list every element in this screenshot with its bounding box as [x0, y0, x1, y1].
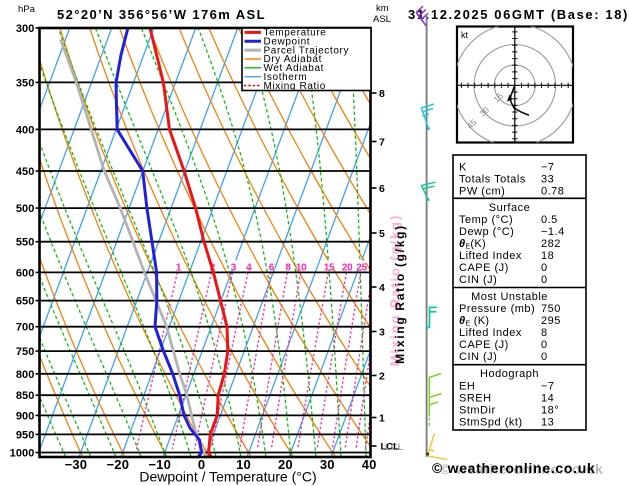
svg-text:CAPE (J): CAPE (J): [459, 262, 509, 274]
svg-text:K: K: [459, 162, 467, 174]
svg-text:PW (cm): PW (cm): [459, 186, 505, 198]
svg-text:13: 13: [541, 417, 554, 429]
svg-text:© weatheronline.co.uk: © weatheronline.co.uk: [432, 460, 596, 476]
svg-text:8: 8: [541, 327, 548, 339]
svg-text:Totals Totals: Totals Totals: [459, 174, 526, 186]
svg-text:hPa: hPa: [18, 4, 36, 15]
svg-text:950: 950: [16, 429, 35, 441]
svg-text:900: 900: [16, 410, 35, 422]
svg-text:−20: −20: [106, 457, 129, 472]
svg-text:4: 4: [246, 263, 252, 274]
svg-text:0: 0: [541, 339, 548, 351]
svg-text:800: 800: [16, 369, 35, 381]
svg-text:0: 0: [198, 457, 205, 472]
svg-text:20: 20: [342, 263, 353, 274]
svg-text:450: 450: [16, 166, 35, 178]
svg-text:Isotherm: Isotherm: [264, 72, 308, 83]
svg-text:10: 10: [296, 263, 307, 274]
svg-text:Surface: Surface: [489, 202, 530, 214]
svg-text:10: 10: [236, 457, 251, 472]
svg-text:© weatheronline.co.uk: © weatheronline.co.uk: [440, 461, 604, 477]
svg-text:3: 3: [379, 326, 385, 338]
svg-text:31.12.2025 06GMT (Base: 18): 31.12.2025 06GMT (Base: 18): [408, 7, 629, 22]
svg-text:500: 500: [16, 203, 35, 215]
svg-text:4: 4: [379, 282, 385, 294]
svg-text:−30: −30: [65, 457, 88, 472]
svg-text:CIN (J): CIN (J): [459, 274, 497, 286]
svg-text:Wet Adiabat: Wet Adiabat: [264, 63, 325, 74]
svg-text:700: 700: [16, 322, 35, 334]
svg-text:600: 600: [16, 267, 35, 279]
svg-text:ASL: ASL: [373, 14, 391, 25]
svg-text:550: 550: [16, 237, 35, 249]
svg-text:km: km: [376, 3, 389, 14]
svg-text:1: 1: [379, 412, 385, 424]
svg-text:Dewpoint / Temperature (°C): Dewpoint / Temperature (°C): [139, 469, 316, 485]
svg-text:1000: 1000: [10, 448, 35, 460]
svg-text:θE (K): θE (K): [459, 315, 489, 328]
svg-text:Mixing Ratio (g/kg): Mixing Ratio (g/kg): [393, 224, 407, 364]
svg-text:40: 40: [362, 457, 377, 472]
svg-text:Dry Adiabat: Dry Adiabat: [264, 54, 323, 65]
svg-text:850: 850: [16, 390, 35, 402]
svg-text:Most Unstable: Most Unstable: [471, 291, 548, 303]
svg-text:LCL: LCL: [385, 442, 404, 453]
svg-text:750: 750: [16, 346, 35, 358]
svg-text:Dewp (°C): Dewp (°C): [459, 226, 514, 238]
svg-text:θE(K): θE(K): [459, 238, 486, 251]
svg-text:0: 0: [541, 262, 548, 274]
svg-text:Hodograph: Hodograph: [480, 368, 539, 380]
svg-text:33: 33: [541, 174, 554, 186]
svg-text:15: 15: [324, 263, 335, 274]
svg-text:8: 8: [285, 263, 291, 274]
svg-text:EH: EH: [459, 381, 475, 393]
svg-text:8: 8: [379, 88, 385, 100]
svg-text:StmDir: StmDir: [459, 405, 496, 417]
svg-text:0.78: 0.78: [541, 186, 564, 198]
svg-text:6: 6: [379, 183, 385, 195]
svg-text:CAPE (J): CAPE (J): [459, 339, 509, 351]
svg-text:300: 300: [16, 23, 35, 35]
svg-text:−1.4: −1.4: [541, 226, 565, 238]
svg-text:350: 350: [16, 77, 35, 89]
svg-text:Lifted Index: Lifted Index: [459, 327, 522, 339]
svg-text:18°: 18°: [541, 405, 559, 417]
svg-text:52°20’N 356°56’W 176m ASL: 52°20’N 356°56’W 176m ASL: [57, 7, 266, 22]
svg-text:750: 750: [541, 303, 561, 315]
svg-text:Dewpoint: Dewpoint: [264, 37, 311, 48]
svg-text:30: 30: [320, 457, 335, 472]
svg-text:Temp (°C): Temp (°C): [459, 214, 513, 226]
svg-text:20: 20: [278, 457, 293, 472]
svg-text:Mixing Ratio: Mixing Ratio: [264, 81, 326, 92]
svg-text:295: 295: [541, 315, 561, 327]
svg-text:5: 5: [379, 228, 385, 240]
svg-text:−7: −7: [541, 381, 555, 393]
svg-text:Temperature: Temperature: [264, 28, 327, 39]
svg-text:0: 0: [541, 351, 548, 363]
svg-text:1: 1: [176, 263, 182, 274]
svg-text:CIN (J): CIN (J): [459, 351, 497, 363]
svg-text:400: 400: [16, 124, 35, 136]
svg-text:25: 25: [356, 263, 367, 274]
svg-text:Mixing Ratio (g/kg): Mixing Ratio (g/kg): [388, 214, 403, 366]
svg-text:7: 7: [379, 136, 385, 148]
svg-text:Parcel Trajectory: Parcel Trajectory: [264, 45, 350, 56]
svg-text:650: 650: [16, 296, 35, 308]
svg-text:282: 282: [541, 238, 561, 250]
svg-text:SREH: SREH: [459, 393, 492, 405]
svg-text:3: 3: [231, 263, 237, 274]
svg-text:−7: −7: [541, 162, 555, 174]
svg-text:kt: kt: [461, 30, 469, 40]
svg-text:StmSpd (kt): StmSpd (kt): [459, 417, 523, 429]
svg-text:6: 6: [269, 263, 275, 274]
svg-text:2: 2: [379, 370, 385, 382]
svg-text:0: 0: [541, 274, 548, 286]
svg-text:Pressure (mb): Pressure (mb): [459, 303, 535, 315]
svg-text:−10: −10: [148, 457, 171, 472]
svg-text:0.5: 0.5: [541, 214, 558, 226]
svg-text:LCL: LCL: [381, 442, 400, 453]
svg-text:14: 14: [541, 393, 554, 405]
svg-text:18: 18: [541, 250, 554, 262]
svg-text:Lifted Index: Lifted Index: [459, 250, 522, 262]
